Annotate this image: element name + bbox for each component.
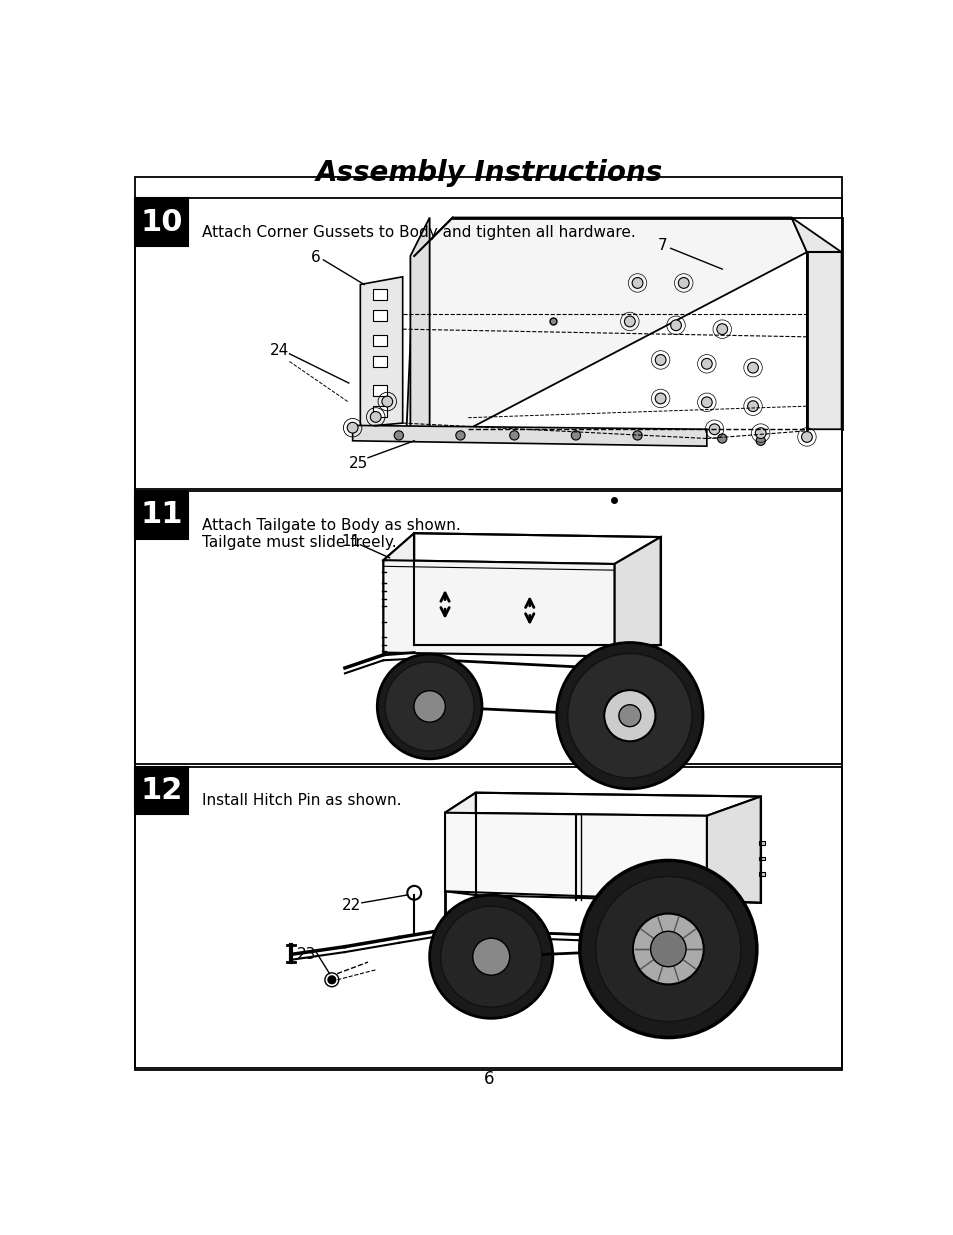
Circle shape [708, 424, 720, 435]
Text: 22: 22 [341, 898, 360, 913]
Text: 12: 12 [140, 776, 183, 805]
Circle shape [347, 422, 357, 433]
Bar [759, 872, 764, 876]
Circle shape [717, 433, 726, 443]
Circle shape [700, 358, 712, 369]
Circle shape [632, 278, 642, 288]
Circle shape [567, 653, 691, 778]
Bar [373, 289, 387, 300]
Polygon shape [614, 537, 659, 656]
Circle shape [595, 877, 740, 1021]
Circle shape [632, 914, 703, 984]
Polygon shape [353, 425, 706, 446]
Circle shape [755, 427, 765, 438]
Circle shape [747, 401, 758, 411]
Polygon shape [791, 217, 841, 430]
Bar [135, 490, 188, 538]
Circle shape [328, 976, 335, 983]
Circle shape [655, 354, 665, 366]
Text: 10: 10 [140, 207, 183, 237]
Text: 24: 24 [270, 343, 289, 358]
Polygon shape [360, 277, 402, 427]
Circle shape [385, 662, 474, 751]
Bar [373, 385, 387, 396]
Circle shape [579, 861, 756, 1037]
Polygon shape [444, 813, 706, 900]
Bar [759, 857, 764, 861]
Text: Assembly Instructions: Assembly Instructions [315, 159, 661, 186]
Circle shape [632, 431, 641, 440]
Text: Attach Tailgate to Body as shown.
Tailgate must slide freely.: Attach Tailgate to Body as shown. Tailga… [202, 517, 460, 551]
Circle shape [716, 324, 727, 335]
Text: 23: 23 [296, 947, 315, 962]
Text: Attach Corner Gussets to Body and tighten all hardware.: Attach Corner Gussets to Body and tighte… [202, 225, 636, 240]
Polygon shape [410, 217, 429, 430]
Circle shape [618, 705, 640, 726]
Polygon shape [406, 217, 806, 430]
Bar [135, 767, 188, 814]
Circle shape [376, 655, 481, 758]
Bar [373, 310, 387, 321]
Circle shape [801, 431, 811, 442]
Bar [135, 490, 841, 764]
Polygon shape [383, 534, 414, 652]
Circle shape [756, 436, 764, 446]
Circle shape [381, 396, 393, 406]
Circle shape [440, 906, 541, 1008]
Bar [759, 841, 764, 845]
Circle shape [678, 278, 688, 288]
Circle shape [670, 320, 680, 331]
Bar [135, 199, 841, 489]
Circle shape [571, 431, 580, 440]
Text: 7: 7 [658, 238, 667, 253]
Circle shape [747, 362, 758, 373]
Circle shape [414, 690, 445, 722]
Circle shape [603, 690, 655, 741]
Polygon shape [444, 793, 476, 895]
Text: 6: 6 [483, 1070, 494, 1088]
Bar [373, 406, 387, 417]
Circle shape [473, 939, 509, 976]
Circle shape [700, 396, 712, 408]
Text: Install Hitch Pin as shown.: Install Hitch Pin as shown. [202, 793, 401, 809]
Circle shape [557, 642, 702, 789]
Bar [373, 336, 387, 346]
Bar [373, 356, 387, 367]
Bar [135, 767, 841, 1068]
Text: 11: 11 [140, 500, 183, 530]
Circle shape [624, 316, 635, 327]
Circle shape [370, 411, 381, 422]
Circle shape [509, 431, 518, 440]
Circle shape [394, 431, 403, 440]
Polygon shape [383, 561, 614, 656]
Circle shape [650, 931, 685, 967]
Circle shape [456, 431, 464, 440]
Text: 6: 6 [311, 249, 320, 266]
Circle shape [429, 895, 552, 1019]
Polygon shape [706, 797, 760, 903]
Circle shape [655, 393, 665, 404]
Bar [135, 199, 188, 246]
Text: 11: 11 [341, 535, 360, 550]
Text: 25: 25 [349, 456, 368, 471]
